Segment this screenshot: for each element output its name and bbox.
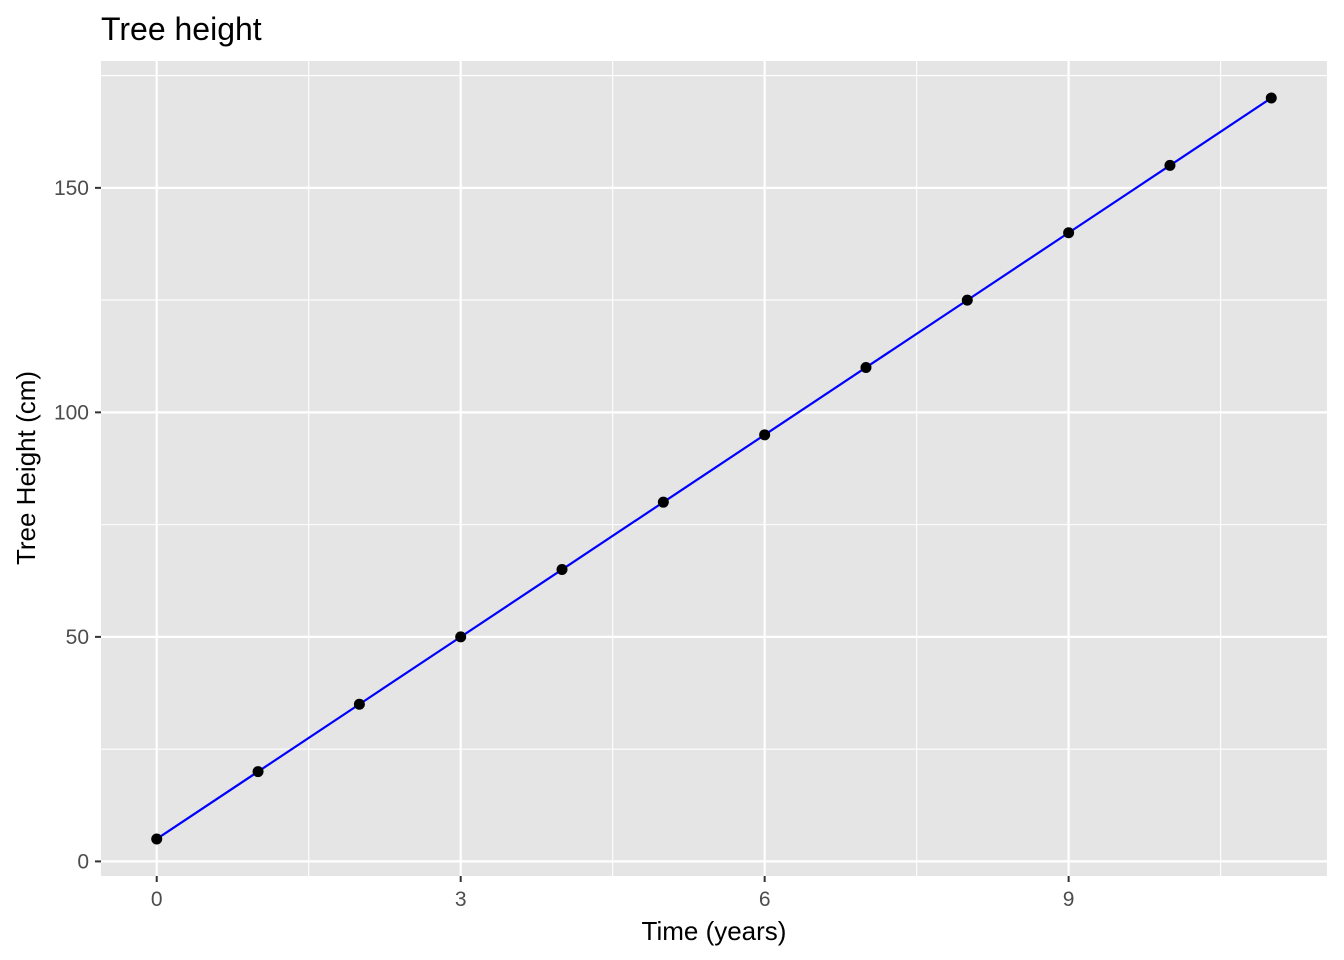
data-point bbox=[1063, 227, 1075, 239]
data-point bbox=[455, 631, 467, 643]
data-point bbox=[759, 429, 771, 441]
data-point bbox=[961, 294, 973, 306]
y-tick-label: 100 bbox=[54, 401, 89, 424]
x-tick-label: 9 bbox=[1063, 888, 1075, 911]
chart-title: Tree height bbox=[101, 11, 262, 47]
x-axis-title: Time (years) bbox=[642, 916, 787, 946]
data-point bbox=[860, 361, 872, 373]
data-point bbox=[353, 698, 365, 710]
axes-layer: 0 3 6 9 0 50 100 150 bbox=[54, 177, 1075, 911]
x-tick-label: 6 bbox=[759, 888, 771, 911]
data-point bbox=[556, 564, 568, 576]
grid-minor bbox=[101, 61, 1327, 876]
y-tick-label: 150 bbox=[54, 177, 89, 200]
grid-major bbox=[101, 61, 1327, 876]
x-tick-label: 3 bbox=[455, 888, 467, 911]
series-layer bbox=[151, 92, 1277, 845]
data-point bbox=[151, 833, 163, 845]
x-tick-label: 0 bbox=[151, 888, 163, 911]
data-point bbox=[1164, 159, 1176, 171]
data-point bbox=[657, 496, 669, 508]
y-tick-label: 0 bbox=[77, 850, 89, 873]
series-line bbox=[156, 97, 1272, 840]
data-point bbox=[1265, 92, 1277, 104]
data-point bbox=[252, 766, 264, 778]
y-tick-label: 50 bbox=[66, 626, 89, 649]
y-axis-title: Tree Height (cm) bbox=[11, 371, 41, 565]
